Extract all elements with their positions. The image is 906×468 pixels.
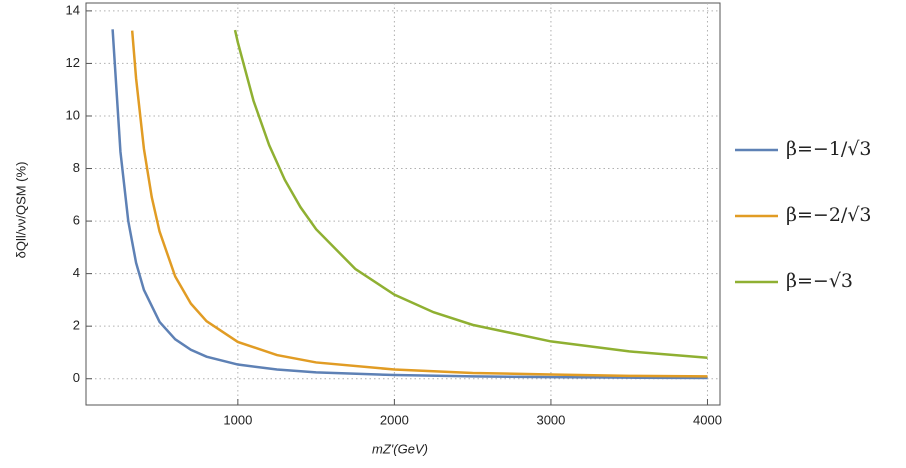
x-tick-label: 1000 — [223, 412, 252, 427]
x-tick-label: 3000 — [536, 412, 565, 427]
y-tick-label: 2 — [73, 318, 80, 333]
y-tick-label: 4 — [73, 265, 80, 280]
y-tick-label: 14 — [66, 2, 80, 17]
plot-frame — [85, 2, 721, 406]
data-line — [233, 29, 708, 359]
legend-label: β=−2/√3 — [786, 204, 872, 226]
x-tick-label: 2000 — [380, 412, 409, 427]
y-tick-label: 12 — [66, 55, 80, 70]
x-axis-label: mZ'(GeV) — [372, 441, 428, 456]
x-tick-label: 4000 — [693, 412, 722, 427]
data-line — [111, 29, 708, 380]
y-tick-label: 6 — [73, 213, 80, 228]
y-axis-label: δQll/νν/QSM (%) — [13, 162, 28, 259]
y-tick-label: 8 — [73, 160, 80, 175]
y-tick-label: 0 — [73, 370, 80, 385]
legend-label: β=−√3 — [786, 270, 853, 292]
y-tick-label: 10 — [66, 107, 80, 122]
legend-label: β=−1/√3 — [786, 138, 872, 160]
data-line — [130, 30, 708, 378]
